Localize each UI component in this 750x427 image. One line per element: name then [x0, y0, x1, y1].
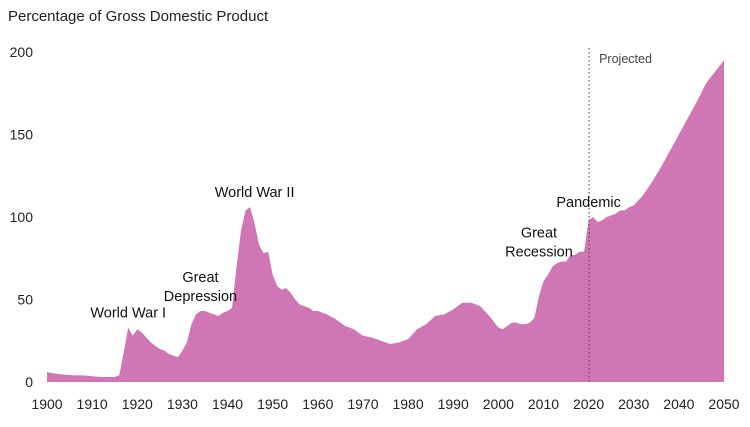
annotation-label: World War I: [90, 306, 166, 322]
x-tick-label: 1920: [122, 396, 153, 412]
annotation-label: World War II: [215, 185, 295, 201]
annotation-line: Recession: [505, 245, 573, 261]
projection-label: Projected: [599, 52, 652, 66]
annotation-line: World War II: [215, 185, 295, 201]
x-tick-label: 1990: [438, 396, 469, 412]
annotation-label: Great Depression: [164, 270, 237, 305]
x-tick-label: 1970: [347, 396, 378, 412]
x-tick-label: 1950: [257, 396, 288, 412]
y-tick-label: 150: [10, 127, 34, 143]
x-tick-label: 1900: [31, 396, 62, 412]
annotations: World War I Great Depression World War II Gr…: [90, 185, 620, 321]
annotation-line: Great: [521, 226, 557, 242]
x-ticks: 1900 1910 1920 1930 1940 1950 1960 1970 1980 1990…: [31, 396, 739, 412]
annotation-line: Pandemic: [556, 195, 620, 211]
y-tick-label: 200: [10, 44, 34, 60]
projection-layer: Projected: [588, 48, 652, 382]
annotation-label: Pandemic: [556, 195, 620, 211]
x-tick-label: 1910: [77, 396, 108, 412]
y-axis-title: Percentage of Gross Domestic Product: [8, 8, 269, 25]
area-layer: [47, 60, 724, 382]
debt-area: [47, 60, 724, 382]
y-tick-label: 100: [10, 209, 34, 225]
x-tick-label: 2040: [663, 396, 694, 412]
x-tick-label: 2030: [618, 396, 649, 412]
x-tick-label: 2050: [708, 396, 739, 412]
x-tick-label: 2010: [528, 396, 559, 412]
x-tick-label: 1960: [302, 396, 333, 412]
y-tick-label: 50: [17, 292, 33, 308]
annotation-line: Great: [182, 270, 218, 286]
annotation-label: Great Recession: [505, 226, 573, 261]
x-tick-label: 1980: [392, 396, 423, 412]
y-tick-label: 0: [25, 374, 33, 390]
x-tick-label: 2000: [483, 396, 514, 412]
annotation-line: Depression: [164, 289, 237, 305]
annotation-line: World War I: [90, 306, 166, 322]
x-tick-label: 1930: [167, 396, 198, 412]
x-tick-label: 2020: [573, 396, 604, 412]
y-ticks: 0 50 100 150 200: [10, 44, 34, 390]
x-tick-label: 1940: [212, 396, 243, 412]
